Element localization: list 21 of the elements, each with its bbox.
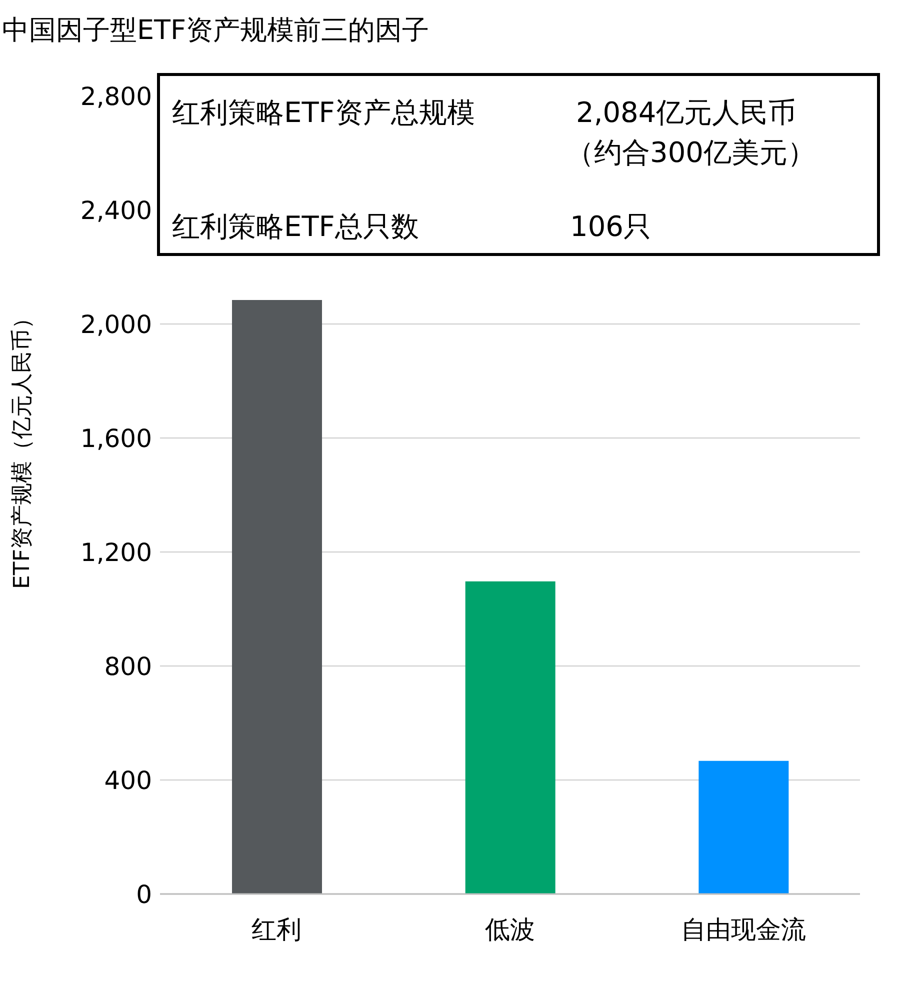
- annotation: （约合300亿美元）: [566, 135, 816, 171]
- x-tick-label: 红利: [252, 914, 302, 944]
- annotation: 红利策略ETF总只数: [172, 209, 419, 245]
- y-tick-label: 800: [104, 652, 152, 681]
- x-tick-label: 自由现金流: [680, 914, 806, 944]
- y-tick-label: 2,000: [80, 310, 152, 339]
- y-tick-label: 0: [136, 880, 152, 909]
- bar: [232, 300, 322, 894]
- x-tick-label: 低波: [485, 914, 535, 944]
- annotation: 2,084亿元人民币: [576, 95, 796, 131]
- y-tick-label: 400: [104, 766, 152, 795]
- y-tick-label: 2,800: [80, 82, 152, 111]
- y-tick-label: 1,600: [80, 424, 152, 453]
- y-axis-title: ETF资产规模（亿元人民币）: [9, 307, 36, 589]
- y-tick-label: 2,400: [80, 196, 152, 225]
- bar: [698, 760, 789, 894]
- annotation: 106只: [570, 209, 652, 245]
- y-tick-label: 1,200: [80, 538, 152, 567]
- chart-title: 中国因子型ETF资产规模前三的因子: [2, 14, 430, 48]
- annotation: 红利策略ETF资产总规模: [172, 95, 475, 131]
- bar: [465, 581, 556, 894]
